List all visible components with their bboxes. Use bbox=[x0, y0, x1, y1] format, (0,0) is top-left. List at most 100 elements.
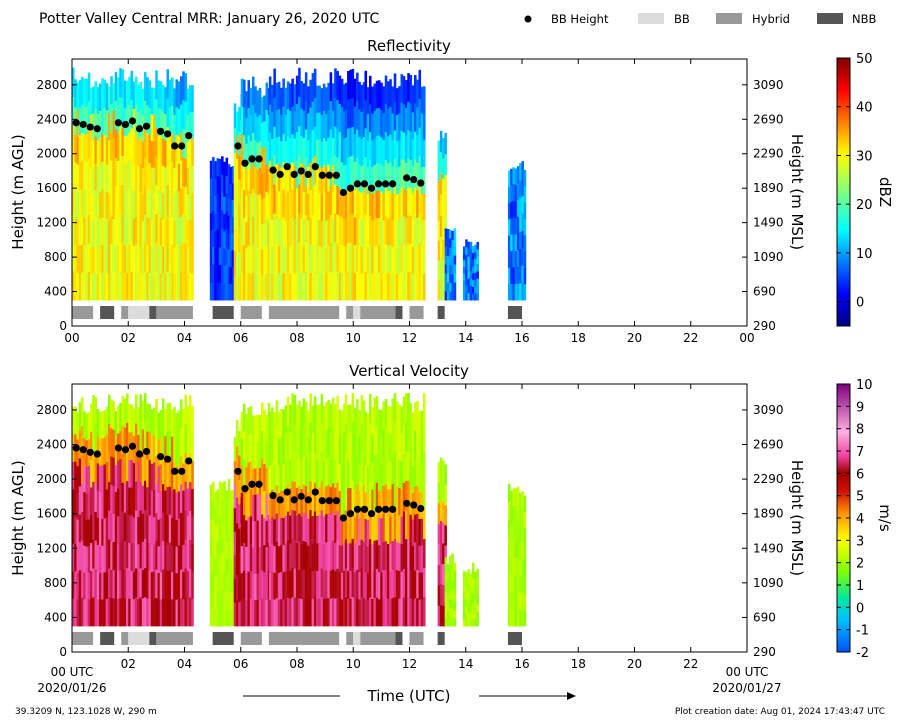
radar-cell bbox=[291, 78, 294, 107]
radar-cell bbox=[121, 69, 125, 99]
radar-cell bbox=[103, 245, 107, 273]
radar-cell bbox=[171, 105, 174, 134]
radar-cell bbox=[462, 619, 466, 627]
radar-cell bbox=[437, 564, 441, 586]
radar-cell bbox=[411, 545, 415, 573]
radar-cell bbox=[366, 599, 370, 627]
radar-cell bbox=[137, 192, 140, 220]
radar-cell bbox=[166, 213, 170, 243]
radar-cell bbox=[171, 244, 174, 273]
x-tick-label: 18 bbox=[571, 331, 586, 345]
radar-cell bbox=[173, 406, 176, 435]
radar-cell bbox=[155, 427, 158, 457]
radar-cell bbox=[311, 488, 315, 517]
radar-cell bbox=[362, 569, 366, 599]
radar-cell bbox=[258, 494, 262, 521]
radar-cell bbox=[273, 242, 276, 272]
radar-cell bbox=[261, 274, 264, 301]
bb-type-hybrid-segment bbox=[360, 632, 396, 645]
radar-cell bbox=[523, 560, 527, 578]
radar-cell bbox=[263, 274, 266, 301]
x-tick-label: 06 bbox=[233, 331, 248, 345]
radar-cell bbox=[218, 194, 222, 213]
radar-cell bbox=[476, 575, 479, 584]
radar-cell bbox=[437, 523, 441, 545]
radar-cell bbox=[356, 456, 359, 485]
radar-cell bbox=[437, 140, 441, 161]
radar-cell bbox=[418, 69, 422, 99]
radar-cell bbox=[313, 184, 317, 214]
radar-cell bbox=[382, 541, 386, 571]
radar-cell bbox=[252, 547, 255, 574]
radar-cell bbox=[114, 214, 118, 244]
radar-cell bbox=[409, 74, 413, 104]
radar-cell bbox=[137, 219, 140, 247]
radar-cell bbox=[362, 485, 366, 514]
radar-cell bbox=[101, 545, 104, 573]
radar-cell bbox=[358, 218, 361, 246]
radar-cell bbox=[126, 135, 129, 164]
radar-cell bbox=[212, 246, 215, 265]
radar-cell bbox=[402, 76, 406, 105]
radar-cell bbox=[329, 542, 333, 571]
colorbar-tick-label: -2 bbox=[856, 646, 869, 661]
radar-cell bbox=[343, 487, 346, 516]
radar-cell bbox=[218, 158, 222, 177]
radar-cell bbox=[256, 195, 260, 222]
radar-cell bbox=[186, 515, 190, 544]
bb-type-nbb-segment bbox=[149, 632, 157, 645]
radar-cell bbox=[177, 218, 181, 246]
x-tick-label: 12 bbox=[402, 331, 417, 345]
radar-cell bbox=[309, 217, 312, 246]
radar-cell bbox=[162, 138, 165, 166]
radar-cell bbox=[218, 264, 222, 283]
radar-cell bbox=[173, 141, 176, 169]
radar-cell bbox=[229, 216, 233, 234]
radar-cell bbox=[135, 481, 138, 511]
radar-cell bbox=[157, 599, 161, 627]
radar-cell bbox=[400, 130, 404, 160]
radar-cell bbox=[293, 111, 297, 139]
radar-cell bbox=[182, 242, 185, 272]
radar-cell bbox=[293, 165, 297, 193]
radar-cell bbox=[171, 188, 174, 218]
radar-cell bbox=[177, 81, 181, 110]
radar-cell bbox=[83, 464, 86, 493]
radar-cell bbox=[284, 543, 288, 572]
radar-cell bbox=[423, 273, 426, 301]
radar-cell bbox=[356, 484, 359, 513]
radar-cell bbox=[476, 285, 479, 294]
radar-cell bbox=[467, 263, 470, 272]
radar-cell bbox=[442, 158, 445, 179]
radar-cell bbox=[189, 112, 192, 140]
radar-cell bbox=[320, 597, 324, 627]
radar-cell bbox=[358, 109, 361, 137]
radar-cell bbox=[302, 164, 306, 193]
radar-cell bbox=[173, 247, 176, 274]
radar-cell bbox=[304, 214, 308, 244]
radar-cell bbox=[309, 538, 312, 569]
radar-cell bbox=[507, 554, 511, 573]
radar-cell bbox=[177, 190, 181, 219]
radar-cell bbox=[291, 217, 294, 246]
radar-cell bbox=[291, 393, 294, 423]
radar-cell bbox=[254, 547, 257, 574]
radar-cell bbox=[334, 598, 337, 627]
radar-cell bbox=[510, 234, 513, 252]
radar-cell bbox=[168, 486, 172, 515]
radar-cell bbox=[307, 572, 310, 600]
radar-cell bbox=[316, 404, 319, 433]
radar-cell bbox=[451, 239, 454, 249]
radar-cell bbox=[405, 422, 408, 452]
radar-cell bbox=[180, 160, 183, 189]
radar-cell bbox=[369, 480, 372, 511]
radar-cell bbox=[94, 597, 98, 627]
radar-cell bbox=[235, 253, 239, 277]
radar-cell bbox=[318, 431, 321, 460]
radar-cell bbox=[229, 575, 233, 593]
radar-cell bbox=[389, 516, 392, 544]
radar-cell bbox=[159, 464, 163, 492]
radar-cell bbox=[243, 431, 246, 460]
radar-cell bbox=[393, 596, 397, 627]
radar-cell bbox=[371, 489, 374, 517]
